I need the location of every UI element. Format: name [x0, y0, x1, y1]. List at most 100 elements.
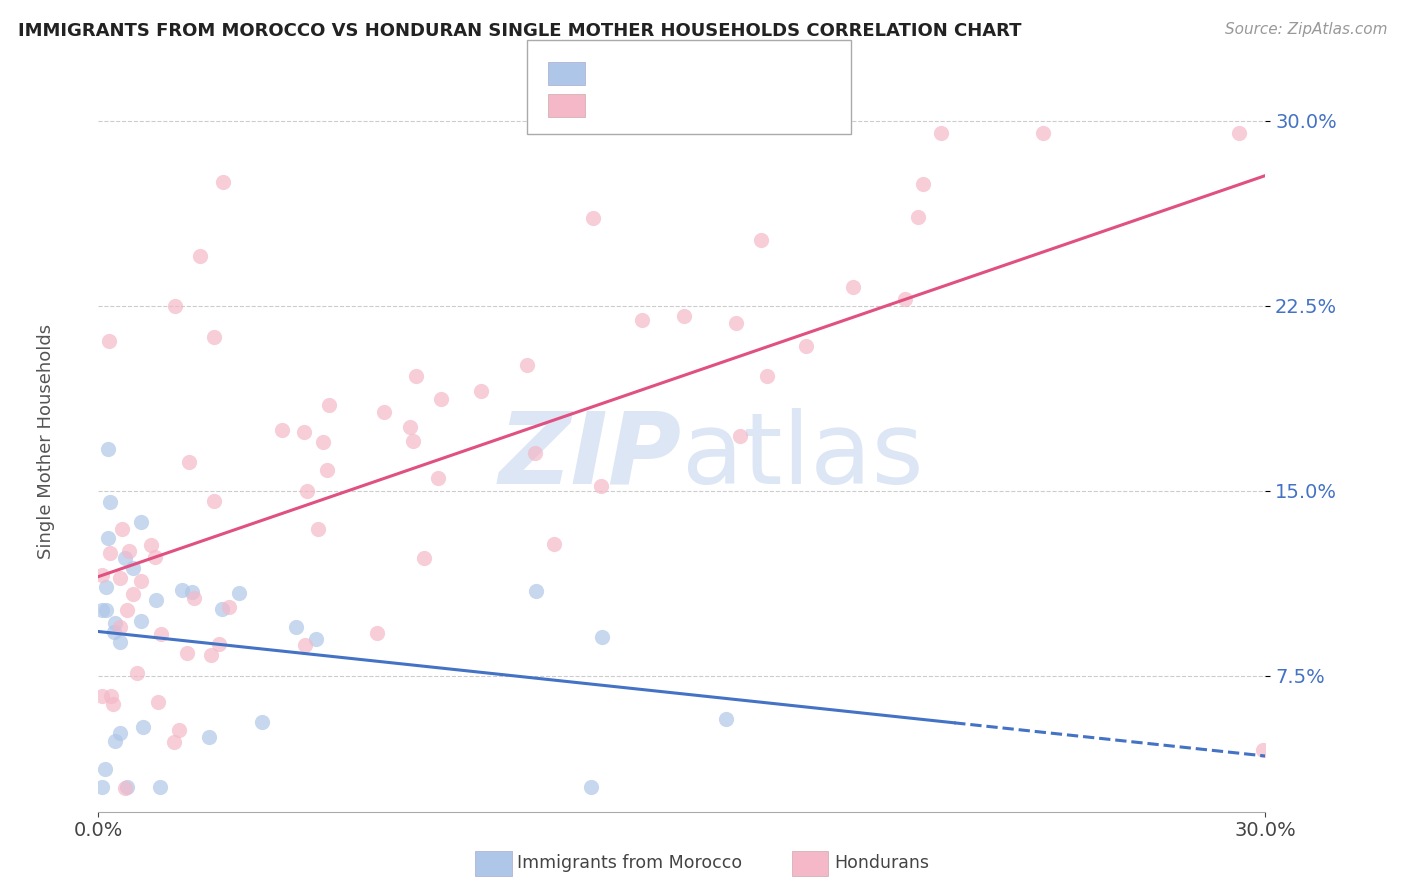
- Point: [307, 522, 329, 536]
- Point: [755, 368, 778, 383]
- Point: [218, 600, 240, 615]
- Point: [163, 734, 186, 748]
- Point: [170, 583, 193, 598]
- Point: [188, 250, 211, 264]
- Point: [211, 175, 233, 190]
- Point: [591, 630, 613, 644]
- Point: [589, 479, 612, 493]
- Point: [524, 446, 547, 460]
- Point: [115, 603, 138, 617]
- Text: N = 33: N = 33: [699, 63, 769, 83]
- Point: [211, 602, 233, 616]
- Point: [181, 585, 204, 599]
- Point: [728, 428, 751, 442]
- Point: [96, 580, 118, 594]
- Point: [100, 689, 122, 703]
- Point: [145, 592, 167, 607]
- Point: [94, 762, 117, 776]
- Point: [673, 309, 696, 323]
- Point: [430, 392, 453, 406]
- Point: [104, 615, 127, 630]
- Point: [373, 405, 395, 419]
- Point: [115, 780, 138, 794]
- Point: [114, 780, 136, 795]
- Point: [96, 603, 118, 617]
- Point: [150, 627, 173, 641]
- Point: [98, 494, 121, 508]
- Point: [929, 126, 952, 140]
- Text: R = 0.259: R = 0.259: [593, 95, 688, 115]
- Point: [98, 546, 121, 560]
- Point: [91, 780, 114, 794]
- Point: [402, 434, 425, 448]
- Point: [284, 620, 307, 634]
- Point: [405, 369, 427, 384]
- Point: [297, 483, 319, 498]
- Point: [399, 420, 422, 434]
- Point: [149, 780, 172, 794]
- Point: [177, 455, 200, 469]
- Text: Single Mother Households: Single Mother Households: [37, 324, 55, 559]
- Point: [470, 384, 492, 398]
- Point: [1227, 126, 1250, 140]
- Point: [312, 434, 335, 449]
- Point: [202, 493, 225, 508]
- Point: [91, 603, 114, 617]
- Point: [110, 571, 132, 585]
- Point: [118, 543, 141, 558]
- Point: [139, 538, 162, 552]
- Point: [366, 625, 388, 640]
- Point: [176, 646, 198, 660]
- Point: [200, 648, 222, 662]
- Point: [129, 614, 152, 628]
- Point: [412, 550, 434, 565]
- Point: [103, 733, 125, 747]
- Point: [91, 567, 114, 582]
- Point: [305, 632, 328, 646]
- Point: [146, 695, 169, 709]
- Point: [294, 638, 316, 652]
- Point: [121, 587, 143, 601]
- Point: [524, 583, 547, 598]
- Point: [582, 211, 605, 225]
- Point: [749, 233, 772, 247]
- Point: [108, 635, 131, 649]
- Point: [111, 522, 134, 536]
- Point: [202, 330, 225, 344]
- Point: [125, 665, 148, 680]
- Point: [110, 620, 132, 634]
- Point: [794, 339, 817, 353]
- Point: [131, 516, 153, 530]
- Point: [725, 317, 748, 331]
- Text: Hondurans: Hondurans: [834, 855, 929, 872]
- Point: [427, 471, 450, 485]
- Point: [129, 574, 152, 588]
- Point: [98, 334, 121, 348]
- Text: atlas: atlas: [682, 408, 924, 505]
- Point: [163, 299, 186, 313]
- Point: [292, 425, 315, 439]
- Text: R = 0.105: R = 0.105: [593, 63, 688, 83]
- Point: [114, 550, 136, 565]
- Point: [1251, 743, 1274, 757]
- Point: [579, 780, 602, 794]
- Point: [543, 537, 565, 551]
- Point: [907, 210, 929, 224]
- Text: ZIP: ZIP: [499, 408, 682, 505]
- Text: Source: ZipAtlas.com: Source: ZipAtlas.com: [1225, 22, 1388, 37]
- Point: [183, 591, 205, 606]
- Point: [1032, 126, 1054, 140]
- Point: [97, 531, 120, 545]
- Point: [318, 398, 340, 412]
- Point: [911, 178, 934, 192]
- Point: [228, 586, 250, 600]
- Point: [516, 359, 538, 373]
- Text: IMMIGRANTS FROM MOROCCO VS HONDURAN SINGLE MOTHER HOUSEHOLDS CORRELATION CHART: IMMIGRANTS FROM MOROCCO VS HONDURAN SING…: [18, 22, 1022, 40]
- Point: [103, 625, 125, 640]
- Point: [143, 549, 166, 564]
- Point: [110, 725, 132, 739]
- Point: [894, 292, 917, 306]
- Point: [167, 723, 190, 737]
- Point: [714, 712, 737, 726]
- Text: Immigrants from Morocco: Immigrants from Morocco: [517, 855, 742, 872]
